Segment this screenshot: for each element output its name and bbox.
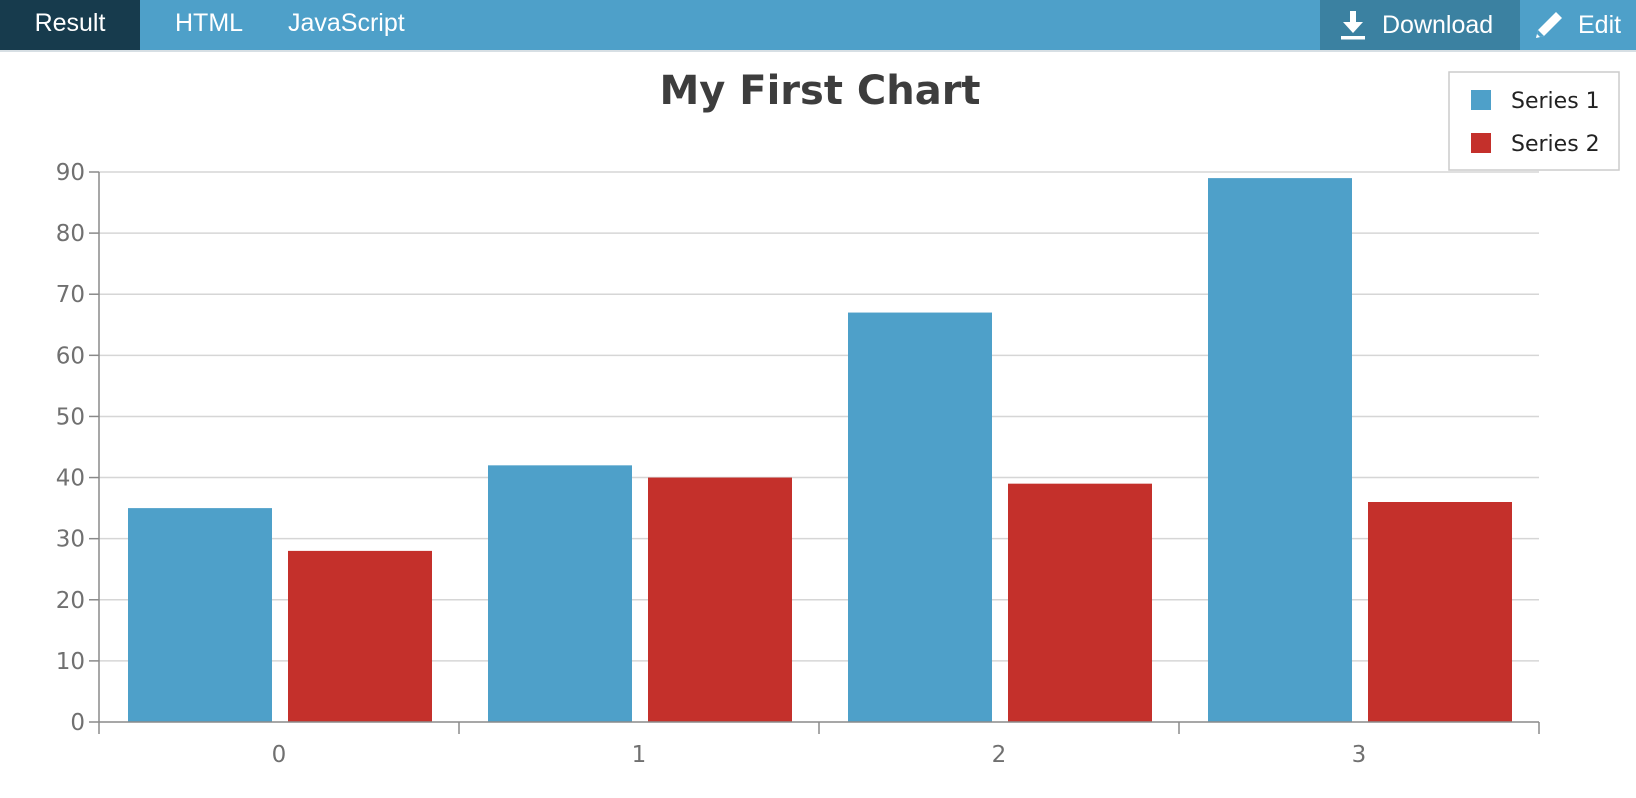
y-tick-label: 60 [56,343,85,369]
axes: 0 10 20 30 40 50 60 70 80 90 0 1 2 3 [56,160,1540,768]
y-tick-label: 10 [56,649,85,675]
y-tick-label: 0 [70,710,85,736]
download-label: Download [1382,11,1494,39]
tab-result[interactable]: Result [0,0,140,50]
x-tick-label: 3 [1352,742,1367,768]
bars [128,178,1512,723]
legend-label-series-2: Series 2 [1511,132,1600,157]
legend-box [1448,71,1620,171]
chart-area: My First Chart 0 10 20 30 40 50 60 70 80 90 0 1 2 3 S… [0,54,1636,798]
tab-html[interactable]: HTML [175,9,244,37]
legend-swatch-series-2 [1471,133,1491,153]
legend-label-series-1: Series 1 [1511,89,1600,114]
top-toolbar: Result HTML JavaScript Download Edit [0,0,1636,52]
y-tick-label: 30 [56,527,85,553]
chart-title: My First Chart [659,68,980,114]
download-button[interactable]: Download [1320,0,1520,50]
y-tick-label: 50 [56,404,85,430]
y-tick-label: 20 [56,588,85,614]
bar-series-2-cat-3 [1368,502,1512,722]
tab-javascript[interactable]: JavaScript [288,9,405,37]
x-tick-label: 1 [632,742,647,768]
edit-button[interactable]: Edit [1520,0,1636,50]
download-icon [1336,8,1370,42]
y-tick-label: 80 [56,221,85,247]
edit-label: Edit [1578,11,1622,39]
y-tick-label: 40 [56,466,85,492]
bar-series-1-cat-0 [128,508,272,722]
bar-series-1-cat-3 [1208,178,1352,723]
y-tick-label: 70 [56,282,85,308]
bar-series-2-cat-0 [288,550,432,722]
pencil-icon [1532,8,1566,42]
bar-series-2-cat-1 [648,477,792,722]
x-tick-label: 2 [992,742,1007,768]
legend: Series 1 Series 2 [1448,71,1620,171]
bar-series-2-cat-2 [1008,483,1152,722]
bar-series-1-cat-1 [488,465,632,722]
bar-chart: My First Chart 0 10 20 30 40 50 60 70 80 90 0 1 2 3 S… [56,68,1620,768]
bar-series-1-cat-2 [848,312,992,722]
y-tick-label: 90 [56,160,85,186]
x-tick-label: 0 [272,742,287,768]
legend-swatch-series-1 [1471,90,1491,110]
